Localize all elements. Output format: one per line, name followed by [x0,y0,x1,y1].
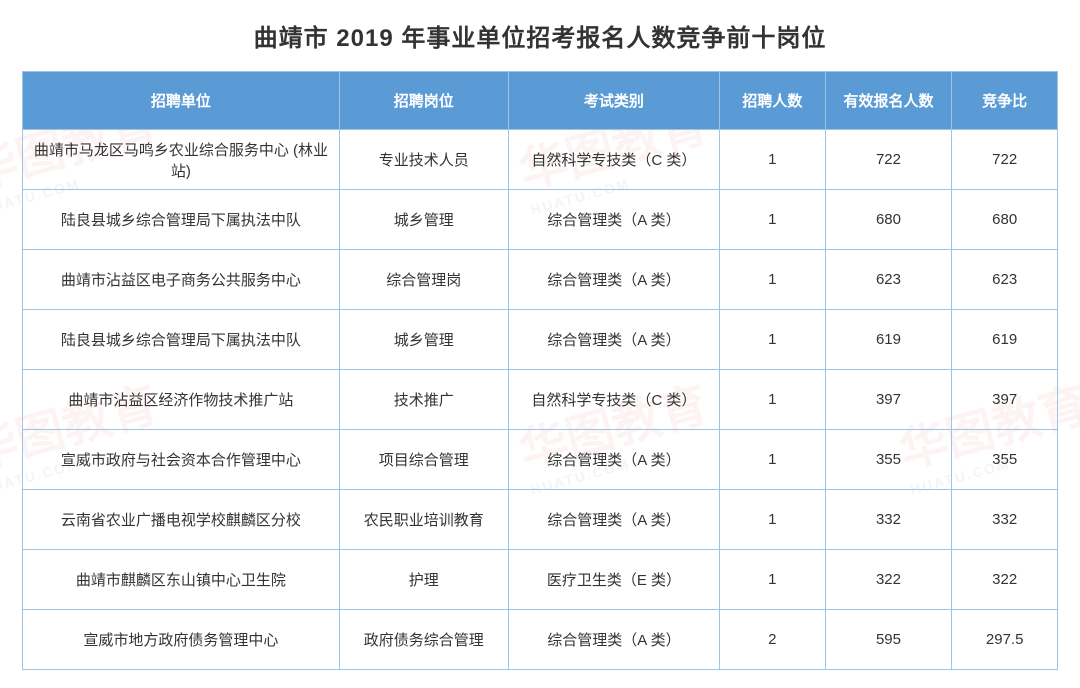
cell-count: 1 [720,310,826,370]
page-title: 曲靖市 2019 年事业单位招考报名人数竞争前十岗位 [22,18,1058,53]
table-container: 曲靖市 2019 年事业单位招考报名人数竞争前十岗位 招聘单位 招聘岗位 考试类… [0,0,1080,688]
table-row: 宣威市政府与社会资本合作管理中心项目综合管理综合管理类（A 类）1355355 [23,430,1058,490]
cell-exam: 综合管理类（A 类） [508,190,719,250]
cell-post: 农民职业培训教育 [339,490,508,550]
cell-count: 1 [720,370,826,430]
cell-unit: 宣威市地方政府债务管理中心 [23,610,340,670]
cell-count: 1 [720,550,826,610]
col-header-unit: 招聘单位 [23,72,340,130]
cell-unit: 曲靖市沾益区经济作物技术推广站 [23,370,340,430]
cell-count: 2 [720,610,826,670]
cell-exam: 综合管理类（A 类） [508,430,719,490]
cell-post: 专业技术人员 [339,130,508,190]
cell-applicants: 332 [825,490,952,550]
cell-count: 1 [720,130,826,190]
cell-count: 1 [720,490,826,550]
cell-unit: 曲靖市沾益区电子商务公共服务中心 [23,250,340,310]
table-row: 陆良县城乡综合管理局下属执法中队城乡管理综合管理类（A 类）1619619 [23,310,1058,370]
cell-unit: 云南省农业广播电视学校麒麟区分校 [23,490,340,550]
table-row: 宣威市地方政府债务管理中心政府债务综合管理综合管理类（A 类）2595297.5 [23,610,1058,670]
table-row: 曲靖市沾益区电子商务公共服务中心综合管理岗综合管理类（A 类）1623623 [23,250,1058,310]
table-header-row: 招聘单位 招聘岗位 考试类别 招聘人数 有效报名人数 竞争比 [23,72,1058,130]
cell-applicants: 397 [825,370,952,430]
cell-ratio: 332 [952,490,1058,550]
cell-unit: 陆良县城乡综合管理局下属执法中队 [23,190,340,250]
cell-post: 政府债务综合管理 [339,610,508,670]
cell-applicants: 623 [825,250,952,310]
cell-unit: 宣威市政府与社会资本合作管理中心 [23,430,340,490]
cell-exam: 综合管理类（A 类） [508,610,719,670]
table-row: 曲靖市麒麟区东山镇中心卫生院护理医疗卫生类（E 类）1322322 [23,550,1058,610]
cell-ratio: 722 [952,130,1058,190]
table-row: 曲靖市马龙区马鸣乡农业综合服务中心 (林业站)专业技术人员自然科学专技类（C 类… [23,130,1058,190]
table-row: 陆良县城乡综合管理局下属执法中队城乡管理综合管理类（A 类）1680680 [23,190,1058,250]
cell-exam: 自然科学专技类（C 类） [508,370,719,430]
cell-unit: 曲靖市马龙区马鸣乡农业综合服务中心 (林业站) [23,130,340,190]
cell-exam: 综合管理类（A 类） [508,250,719,310]
col-header-ratio: 竞争比 [952,72,1058,130]
cell-ratio: 297.5 [952,610,1058,670]
cell-ratio: 619 [952,310,1058,370]
cell-post: 项目综合管理 [339,430,508,490]
col-header-exam: 考试类别 [508,72,719,130]
cell-post: 综合管理岗 [339,250,508,310]
cell-exam: 综合管理类（A 类） [508,310,719,370]
cell-post: 城乡管理 [339,310,508,370]
cell-applicants: 722 [825,130,952,190]
cell-post: 护理 [339,550,508,610]
cell-exam: 综合管理类（A 类） [508,490,719,550]
cell-post: 城乡管理 [339,190,508,250]
cell-unit: 曲靖市麒麟区东山镇中心卫生院 [23,550,340,610]
cell-ratio: 680 [952,190,1058,250]
cell-exam: 医疗卫生类（E 类） [508,550,719,610]
cell-applicants: 595 [825,610,952,670]
cell-ratio: 322 [952,550,1058,610]
cell-ratio: 355 [952,430,1058,490]
col-header-count: 招聘人数 [720,72,826,130]
cell-count: 1 [720,430,826,490]
cell-ratio: 623 [952,250,1058,310]
table-row: 曲靖市沾益区经济作物技术推广站技术推广自然科学专技类（C 类）1397397 [23,370,1058,430]
cell-applicants: 680 [825,190,952,250]
cell-applicants: 322 [825,550,952,610]
cell-applicants: 355 [825,430,952,490]
cell-ratio: 397 [952,370,1058,430]
cell-count: 1 [720,250,826,310]
cell-count: 1 [720,190,826,250]
cell-post: 技术推广 [339,370,508,430]
cell-applicants: 619 [825,310,952,370]
cell-unit: 陆良县城乡综合管理局下属执法中队 [23,310,340,370]
cell-exam: 自然科学专技类（C 类） [508,130,719,190]
ranking-table: 招聘单位 招聘岗位 考试类别 招聘人数 有效报名人数 竞争比 曲靖市马龙区马鸣乡… [22,71,1058,670]
table-row: 云南省农业广播电视学校麒麟区分校农民职业培训教育综合管理类（A 类）133233… [23,490,1058,550]
col-header-post: 招聘岗位 [339,72,508,130]
col-header-applicants: 有效报名人数 [825,72,952,130]
